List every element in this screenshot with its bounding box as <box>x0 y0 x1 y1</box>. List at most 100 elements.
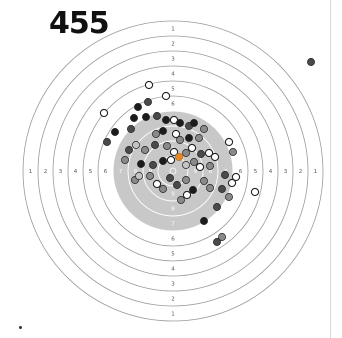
shot-marker <box>151 141 159 149</box>
shot-marker <box>99 108 109 118</box>
shot-marker <box>103 138 111 146</box>
ring-number-4-right: 4 <box>269 169 273 175</box>
ring-3 <box>52 50 294 292</box>
shot-marker <box>200 125 208 133</box>
shot-marker <box>195 134 203 142</box>
shot-marker <box>231 172 241 182</box>
shot-marker <box>182 161 190 169</box>
shot-marker <box>144 98 152 106</box>
shot-marker <box>195 162 205 172</box>
shot-marker <box>210 152 220 162</box>
shot-marker <box>187 143 197 153</box>
shot-markers <box>99 58 315 246</box>
target-rings <box>22 20 324 322</box>
ring-number-1-top: 1 <box>171 27 175 33</box>
ring-number-5-top: 5 <box>171 87 175 93</box>
panel-border <box>330 0 331 338</box>
shot-marker <box>159 157 167 165</box>
shot-marker <box>177 196 185 204</box>
ring-2 <box>37 35 309 307</box>
shot-marker <box>200 177 208 185</box>
ring-number-6-top: 6 <box>171 102 175 108</box>
ring-number-6-bottom: 6 <box>171 237 175 243</box>
ring-number-2-top: 2 <box>171 42 175 48</box>
shot-marker <box>176 119 184 127</box>
ring-number-5-left: 5 <box>89 169 93 175</box>
ring-number-6-left: 6 <box>104 169 108 175</box>
ring-number-8-left: 8 <box>134 169 138 175</box>
shot-marker <box>206 184 214 192</box>
aiming-zone <box>113 111 233 231</box>
shot-marker <box>224 137 234 147</box>
shot-marker <box>225 193 233 201</box>
shot-marker <box>141 146 149 154</box>
shot-marker <box>182 190 192 200</box>
shot-marker <box>190 119 198 127</box>
shot-marker <box>204 148 214 158</box>
shot-marker <box>185 134 193 142</box>
shot-marker <box>218 185 226 193</box>
shot-marker <box>163 142 171 150</box>
shot-marker <box>229 148 237 156</box>
shot-marker <box>134 103 142 111</box>
shot-marker <box>152 130 160 138</box>
ring-number-4-bottom: 4 <box>171 267 175 273</box>
ring-number-7-bottom: 7 <box>171 222 175 228</box>
shot-marker <box>206 162 214 170</box>
shot-marker <box>149 161 157 169</box>
shot-marker <box>166 174 174 182</box>
shot-marker <box>146 172 154 180</box>
ring-number-3-left: 3 <box>59 169 63 175</box>
shot-marker <box>130 114 138 122</box>
shot-marker <box>171 129 181 139</box>
ring-number-2-left: 2 <box>44 169 48 175</box>
shot-marker <box>159 185 167 193</box>
ring-6 <box>97 95 249 247</box>
ring-1 <box>22 20 324 322</box>
shot-marker <box>127 125 135 133</box>
ring-number-1-left: 1 <box>29 169 33 175</box>
shot-marker <box>153 112 161 120</box>
ring-number-3-bottom: 3 <box>171 282 175 288</box>
shot-marker <box>218 233 226 241</box>
shot-marker <box>135 172 143 180</box>
shot-marker <box>221 171 229 179</box>
shot-marker <box>142 113 150 121</box>
ring-number-9-bottom: 9 <box>171 192 175 198</box>
shot-marker <box>213 203 221 211</box>
shot-marker <box>250 187 260 197</box>
shot-marker <box>213 238 221 246</box>
ring-number-3-right: 3 <box>284 169 288 175</box>
ring-number-7-left: 7 <box>119 169 123 175</box>
ring-number-4-top: 4 <box>171 72 175 78</box>
shot-marker <box>137 160 145 168</box>
ring-4 <box>67 65 279 277</box>
ring-number-4-left: 4 <box>74 169 78 175</box>
shot-marker <box>175 153 183 161</box>
ring-number-5-right: 5 <box>254 169 258 175</box>
shot-marker <box>121 156 129 164</box>
shot-marker <box>182 149 190 157</box>
ring-9 <box>142 140 204 202</box>
ring-number-1-bottom: 1 <box>171 312 175 318</box>
shot-marker <box>173 181 181 189</box>
ring-5 <box>82 80 264 262</box>
ring-number-2-bottom: 2 <box>171 297 175 303</box>
inner-ten-ring <box>169 167 177 175</box>
ring-number-6-right: 6 <box>239 169 243 175</box>
shot-marker <box>200 217 208 225</box>
shot-marker <box>125 146 133 154</box>
score-total: 455 <box>49 6 110 41</box>
shot-marker <box>111 128 119 136</box>
shot-marker <box>152 179 162 189</box>
shot-marker <box>144 80 154 90</box>
ring-number-9-right: 9 <box>194 169 198 175</box>
shot-marker <box>307 58 315 66</box>
shot-marker <box>190 158 198 166</box>
shot-marker <box>132 141 140 149</box>
shot-marker <box>182 176 190 184</box>
shot-marker <box>162 116 170 124</box>
shot-marker <box>169 147 179 157</box>
